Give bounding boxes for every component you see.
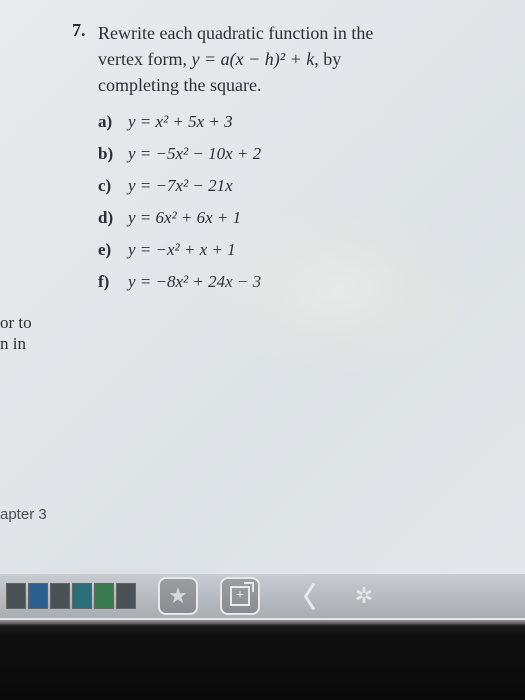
item-a: a) y = x² + 5x + 3 <box>98 112 495 132</box>
question-block: 7. Rewrite each quadratic function in th… <box>72 20 495 292</box>
back-button[interactable]: 〈 <box>282 577 322 615</box>
chevron-left-icon: 〈 <box>288 576 316 616</box>
item-d: d) y = 6x² + 6x + 1 <box>98 208 495 228</box>
item-equation: y = −5x² − 10x + 2 <box>128 144 261 164</box>
item-b: b) y = −5x² − 10x + 2 <box>98 144 495 164</box>
stem-formula: y = a(x − h)² + k, <box>191 49 318 69</box>
item-e: e) y = −x² + x + 1 <box>98 240 495 260</box>
item-equation: y = 6x² + 6x + 1 <box>128 208 241 228</box>
star-button[interactable]: ★ <box>158 577 198 615</box>
stem-pre: vertex form, <box>98 49 191 69</box>
screen-content: 7. Rewrite each quadratic function in th… <box>0 0 525 620</box>
cutoff-text-1: or to <box>0 312 32 334</box>
taskbar: ★ + 〈 ✲ <box>0 574 525 618</box>
question-stem: 7. Rewrite each quadratic function in th… <box>72 20 495 98</box>
task-thumbnails[interactable] <box>6 583 136 609</box>
thumb-6[interactable] <box>116 583 136 609</box>
item-equation: y = −7x² − 21x <box>128 176 233 196</box>
thumb-1[interactable] <box>6 583 26 609</box>
brightness-icon: ✲ <box>355 583 373 609</box>
stem-text: Rewrite each quadratic function in the v… <box>98 20 373 98</box>
brightness-button[interactable]: ✲ <box>344 577 384 615</box>
item-label: b) <box>98 144 118 164</box>
stem-line-3: completing the square. <box>98 72 373 98</box>
laptop-bezel <box>0 620 525 700</box>
item-label: f) <box>98 272 118 292</box>
question-number: 7. <box>72 20 90 41</box>
item-f: f) y = −8x² + 24x − 3 <box>98 272 495 292</box>
thumb-2[interactable] <box>28 583 48 609</box>
stem-line-1: Rewrite each quadratic function in the <box>98 20 373 46</box>
thumb-3[interactable] <box>50 583 70 609</box>
item-equation: y = −8x² + 24x − 3 <box>128 272 261 292</box>
cutoff-text-3: apter 3 <box>0 505 47 525</box>
star-icon: ★ <box>168 583 188 609</box>
sub-items: a) y = x² + 5x + 3 b) y = −5x² − 10x + 2… <box>98 112 495 292</box>
item-label: e) <box>98 240 118 260</box>
bezel-edge <box>0 620 525 624</box>
item-c: c) y = −7x² − 21x <box>98 176 495 196</box>
item-label: c) <box>98 176 118 196</box>
thumb-4[interactable] <box>72 583 92 609</box>
item-equation: y = x² + 5x + 3 <box>128 112 233 132</box>
stem-post: by <box>319 49 342 69</box>
item-label: a) <box>98 112 118 132</box>
cutoff-text-2: n in <box>0 333 26 355</box>
item-equation: y = −x² + x + 1 <box>128 240 236 260</box>
add-button[interactable]: + <box>220 577 260 615</box>
stem-line-2: vertex form, y = a(x − h)² + k, by <box>98 46 373 72</box>
thumb-5[interactable] <box>94 583 114 609</box>
item-label: d) <box>98 208 118 228</box>
plus-icon: + <box>230 586 250 606</box>
